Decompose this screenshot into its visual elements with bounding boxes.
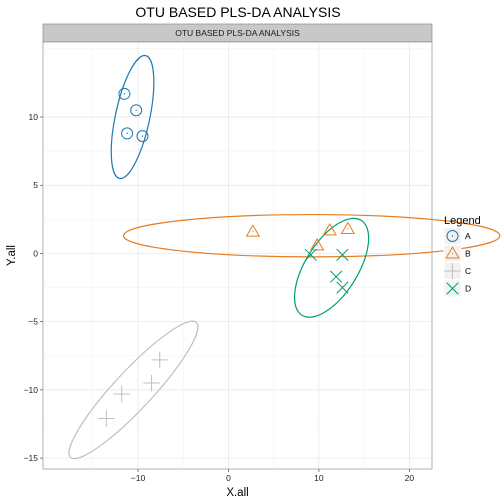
legend-label-D: D (465, 284, 471, 294)
point-B (245, 224, 261, 237)
x-tick-label: 0 (226, 473, 231, 483)
ellipse-C (68, 320, 199, 460)
legend-label-C: C (465, 266, 471, 276)
grid-lines (43, 42, 432, 469)
point-D (336, 248, 349, 261)
ellipse-A (110, 54, 155, 180)
legend-key-D (446, 282, 459, 295)
legend-key-A (446, 230, 459, 242)
y-tick-label: −10 (24, 385, 39, 395)
point-A (118, 87, 131, 100)
y-tick-label: 0 (33, 248, 38, 258)
data-points (98, 87, 356, 427)
y-tick-label: 10 (29, 112, 39, 122)
x-tick-label: −10 (131, 473, 146, 483)
point-A (130, 104, 143, 117)
point-A (121, 127, 134, 140)
confidence-ellipses (68, 54, 501, 460)
y-tick-label: −5 (28, 317, 38, 327)
point-B (309, 237, 325, 251)
point-C (143, 374, 160, 392)
point-C (98, 410, 115, 427)
y-axis-title: Y.all (6, 245, 18, 266)
y-tick-label: −15 (24, 453, 39, 463)
chart-title: OTU BASED PLS-DA ANALYSIS (135, 4, 340, 20)
point-D (329, 270, 343, 283)
facet-strip-label: OTU BASED PLS-DA ANALYSIS (175, 28, 300, 38)
point-D (336, 281, 349, 294)
x-tick-label: 20 (405, 473, 415, 483)
y-tick-label: 5 (33, 180, 38, 190)
legend-key-B (445, 246, 460, 259)
point-B (340, 221, 356, 234)
point-C (151, 351, 168, 369)
x-tick-label: 10 (314, 473, 324, 483)
x-axis-title: X.all (226, 487, 248, 499)
axis-ticks: −10 0 10 20 −15 −10 −5 0 5 10 (24, 112, 415, 483)
ellipse-B (122, 213, 501, 258)
point-D (304, 248, 317, 261)
point-B (322, 222, 337, 236)
legend-key-C (444, 262, 461, 280)
point-C (113, 385, 130, 403)
legend-title: Legend (444, 215, 481, 227)
legend-label-A: A (465, 231, 471, 241)
legend-label-B: B (465, 249, 471, 259)
point-A (136, 130, 149, 143)
